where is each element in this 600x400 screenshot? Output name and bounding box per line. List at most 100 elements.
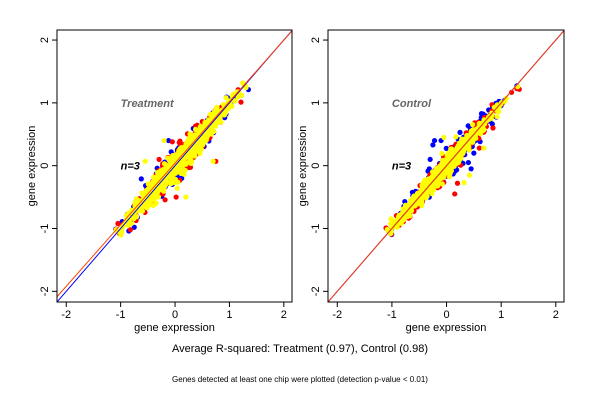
panel-title: Treatment: [121, 98, 175, 110]
data-point-yellow: [470, 121, 476, 128]
outlier-point-red: [454, 180, 461, 186]
data-point-yellow: [459, 137, 465, 143]
outlier-point-yellow: [461, 180, 467, 186]
data-point-yellow: [193, 133, 199, 139]
data-point-yellow: [172, 179, 178, 185]
outlier-point-blue: [465, 159, 471, 166]
data-point-yellow: [197, 143, 203, 149]
data-point-yellow: [404, 214, 410, 220]
data-point-yellow: [418, 199, 424, 205]
data-point-yellow: [119, 224, 125, 231]
regression-line-red-fit: [328, 30, 564, 302]
data-point-yellow: [429, 173, 435, 179]
y-tick-label: 0: [39, 163, 51, 169]
panel-title: Control: [392, 98, 432, 110]
data-point-yellow: [154, 189, 160, 195]
data-point-yellow: [453, 156, 459, 162]
data-point-yellow: [161, 161, 168, 167]
outlier-point-blue: [431, 137, 438, 144]
outlier-point-yellow: [453, 134, 459, 140]
x-tick-label: -2: [61, 309, 71, 321]
data-point-yellow: [439, 150, 445, 157]
control-panel: -2 -1 0 1 2 -2 -1 0 1 2 gene expression gene expres…: [297, 29, 565, 334]
data-point-yellow: [473, 127, 479, 133]
outlier-point-red: [115, 220, 121, 227]
data-point-red: [127, 227, 133, 233]
data-point-yellow: [495, 109, 502, 115]
y-axis-label: gene expression: [26, 126, 38, 207]
data-point-yellow: [118, 232, 124, 238]
data-point-yellow: [144, 205, 150, 211]
data-point-yellow: [128, 221, 134, 227]
x-tick-label: 0: [443, 309, 449, 321]
data-point-blue: [443, 145, 449, 151]
data-point-yellow: [458, 152, 464, 158]
sample-count-annotation: n=3: [121, 161, 140, 173]
data-point-yellow: [139, 208, 146, 214]
data-point-yellow: [503, 95, 509, 101]
outlier-point-blue: [138, 176, 144, 182]
data-point-red: [509, 89, 515, 95]
data-point-yellow: [134, 208, 140, 214]
outlier-point-blue: [131, 224, 137, 230]
data-point-yellow: [207, 111, 213, 118]
data-point-yellow: [178, 170, 184, 176]
data-point-yellow: [448, 146, 455, 152]
data-point-yellow: [192, 149, 198, 155]
data-point-yellow: [214, 104, 220, 110]
x-tick-label: -1: [387, 309, 397, 321]
outlier-point-red: [476, 145, 482, 151]
y-tick-label: 1: [39, 100, 51, 106]
data-point-yellow: [212, 111, 218, 117]
x-tick-label: 1: [226, 309, 232, 321]
plot-area: [57, 30, 292, 302]
data-point-yellow: [153, 200, 159, 206]
r-squared-summary: Average R-squared: Treatment (0.97), Con…: [172, 343, 428, 355]
data-point-red: [177, 138, 183, 144]
outlier-point-red: [490, 125, 496, 131]
data-point-yellow: [446, 174, 453, 180]
outlier-point-blue: [471, 150, 477, 156]
data-point-yellow: [165, 179, 171, 185]
data-point-yellow: [182, 167, 188, 173]
data-point-blue: [489, 121, 495, 127]
data-point-yellow: [203, 122, 209, 128]
x-tick-label: 1: [498, 309, 504, 321]
data-point-red: [162, 197, 168, 203]
data-point-yellow: [232, 98, 238, 104]
y-axis-label: gene expression: [297, 126, 309, 207]
data-point-yellow: [388, 227, 394, 234]
outlier-point-blue: [468, 166, 474, 172]
data-point-yellow: [145, 181, 151, 187]
data-point-yellow: [468, 128, 475, 134]
data-point-yellow: [145, 189, 151, 195]
data-point-yellow: [430, 169, 436, 175]
outlier-point-red: [452, 191, 458, 197]
data-point-yellow: [198, 137, 204, 144]
y-tick-label: 2: [39, 37, 51, 43]
data-point-yellow: [174, 185, 180, 191]
data-point-yellow: [198, 123, 204, 129]
data-point-yellow: [489, 112, 495, 118]
data-point-yellow: [156, 182, 162, 188]
data-point-yellow: [442, 159, 448, 166]
y-tick-label: 0: [310, 163, 322, 169]
y-tick-label: -2: [39, 286, 51, 296]
regression-line-red-fit: [57, 30, 292, 298]
x-axis-label: gene expression: [134, 322, 215, 334]
outlier-point-yellow: [481, 145, 487, 151]
x-tick-label: -1: [116, 309, 126, 321]
x-axis-label: gene expression: [406, 322, 487, 334]
data-point-yellow: [428, 185, 434, 191]
data-point-yellow: [126, 210, 132, 217]
data-point-blue: [457, 129, 463, 135]
data-point-yellow: [134, 196, 140, 202]
treatment-panel: -2 -1 0 1 2 -2 -1 0 1 2 gene expression gene expres…: [26, 29, 293, 334]
data-point-yellow: [407, 205, 414, 211]
data-point-yellow: [188, 151, 194, 157]
outlier-point-yellow: [183, 194, 189, 200]
outlier-point-yellow: [142, 158, 148, 164]
data-point-yellow: [223, 95, 229, 101]
data-point-yellow: [171, 160, 177, 166]
y-tick-label: -2: [310, 286, 322, 296]
